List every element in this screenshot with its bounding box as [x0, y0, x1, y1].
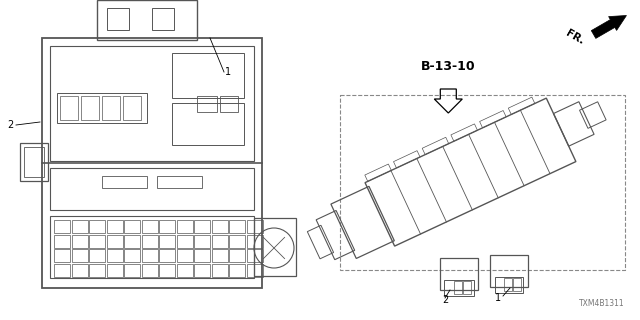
Text: B-13-10: B-13-10 [421, 60, 476, 73]
Bar [211, 235, 227, 247]
Bar [50, 46, 254, 161]
Bar [141, 235, 157, 247]
Bar [229, 263, 245, 276]
Bar [60, 96, 78, 120]
Bar [197, 96, 217, 112]
Bar [97, 0, 197, 40]
Bar [54, 220, 70, 233]
Bar [159, 220, 175, 233]
Bar [89, 220, 105, 233]
Bar [194, 235, 210, 247]
Bar [141, 263, 157, 276]
Bar [211, 263, 227, 276]
Bar [141, 220, 157, 233]
Bar [229, 220, 245, 233]
Bar [172, 53, 244, 98]
Bar [177, 263, 193, 276]
Bar [211, 249, 227, 262]
Polygon shape [591, 15, 627, 38]
Bar [89, 235, 105, 247]
Bar [106, 249, 122, 262]
Bar [211, 220, 227, 233]
Bar [50, 168, 254, 210]
Bar [72, 263, 88, 276]
Bar [72, 249, 88, 262]
Bar [454, 281, 462, 294]
Bar [463, 281, 471, 294]
Bar [194, 263, 210, 276]
Bar [340, 95, 625, 270]
Bar [246, 220, 262, 233]
Bar [246, 249, 262, 262]
Bar [54, 249, 70, 262]
Bar [177, 249, 193, 262]
Bar [102, 96, 120, 120]
Bar [54, 235, 70, 247]
Bar [177, 220, 193, 233]
Bar [152, 8, 174, 30]
Bar [54, 263, 70, 276]
Bar [254, 218, 296, 276]
Bar [124, 235, 140, 247]
Bar [229, 235, 245, 247]
Bar [124, 263, 140, 276]
Bar [177, 235, 193, 247]
Bar [159, 263, 175, 276]
Bar [141, 249, 157, 262]
Bar [89, 249, 105, 262]
Text: 2: 2 [442, 295, 448, 305]
Bar [159, 249, 175, 262]
Bar [194, 220, 210, 233]
Bar [123, 96, 141, 120]
Bar [504, 278, 512, 291]
Bar [106, 220, 122, 233]
Bar [20, 143, 48, 181]
Bar [50, 216, 254, 278]
Bar [102, 176, 147, 188]
Bar [81, 96, 99, 120]
Bar [42, 38, 262, 288]
Bar [172, 103, 244, 145]
Bar [107, 8, 129, 30]
Bar [106, 263, 122, 276]
Bar [124, 249, 140, 262]
Bar [157, 176, 202, 188]
Text: 2: 2 [8, 120, 14, 130]
Bar [159, 235, 175, 247]
Text: TXM4B1311: TXM4B1311 [579, 299, 625, 308]
Text: 1: 1 [225, 67, 231, 77]
Bar [513, 278, 521, 291]
Bar [106, 235, 122, 247]
Bar [89, 263, 105, 276]
Bar [57, 93, 147, 123]
Bar [124, 220, 140, 233]
Bar [220, 96, 238, 112]
Bar [24, 147, 44, 177]
Text: 1: 1 [495, 293, 501, 303]
Bar [229, 249, 245, 262]
Text: FR.: FR. [564, 28, 586, 47]
Bar [194, 249, 210, 262]
Bar [246, 263, 262, 276]
Bar [72, 235, 88, 247]
Bar [72, 220, 88, 233]
Bar [246, 235, 262, 247]
